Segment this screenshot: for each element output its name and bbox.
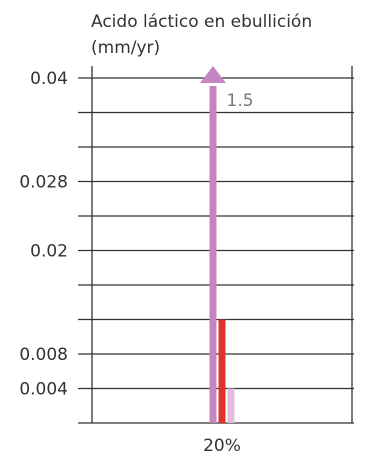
bar-overflow-arrow <box>200 66 226 83</box>
y-tick-label-3: 0.008 <box>19 345 68 365</box>
chart-title-line-1: Acido láctico en ebullición <box>91 12 312 32</box>
y-tick-label-1: 0.028 <box>19 173 68 193</box>
bars <box>200 66 235 423</box>
chart-title-line-2: (mm/yr) <box>91 38 160 58</box>
y-tick-label-2: 0.02 <box>30 242 68 262</box>
labels: 0.04 0.028 0.02 0.008 0.004 20% 1.5 <box>19 69 253 456</box>
bar-series-1 <box>218 319 226 423</box>
y-tick-label-4: 0.004 <box>19 380 68 400</box>
bar-series-0 <box>209 86 217 423</box>
x-tick-label-0: 20% <box>203 436 241 456</box>
bar-series-2 <box>227 388 235 423</box>
y-tick-label-0: 0.04 <box>30 69 68 89</box>
bar-annotation-0: 1.5 <box>227 91 254 111</box>
